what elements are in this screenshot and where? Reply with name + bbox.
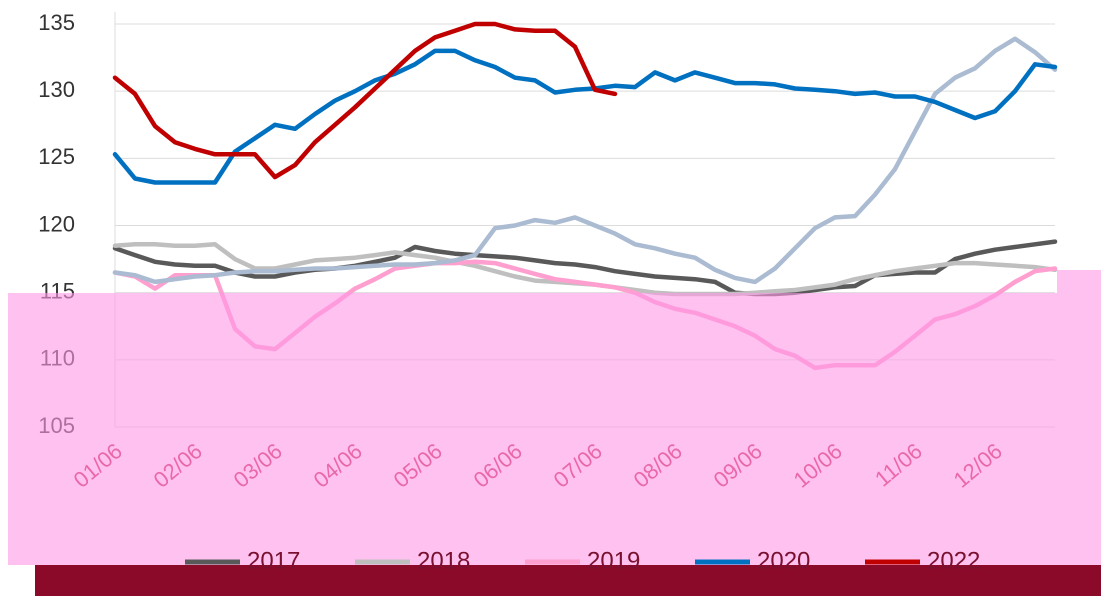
legend-label: 2022 (927, 547, 980, 574)
legend-label: 2020 (757, 547, 810, 574)
overlay (8, 270, 1101, 565)
legend-label: 2017 (247, 547, 300, 574)
bottom-bar (35, 565, 1101, 596)
series-line (112, 48, 1058, 185)
y-tick-label: 125 (38, 144, 75, 169)
series-line (112, 21, 618, 180)
y-tick-label: 120 (38, 211, 75, 236)
y-tick-label: 130 (38, 77, 75, 102)
series-line (112, 239, 1058, 297)
legend-label: 2018 (417, 547, 470, 574)
y-tick-label: 135 (38, 10, 75, 35)
series-line (112, 36, 1058, 285)
legend-label: 2019 (587, 547, 640, 574)
